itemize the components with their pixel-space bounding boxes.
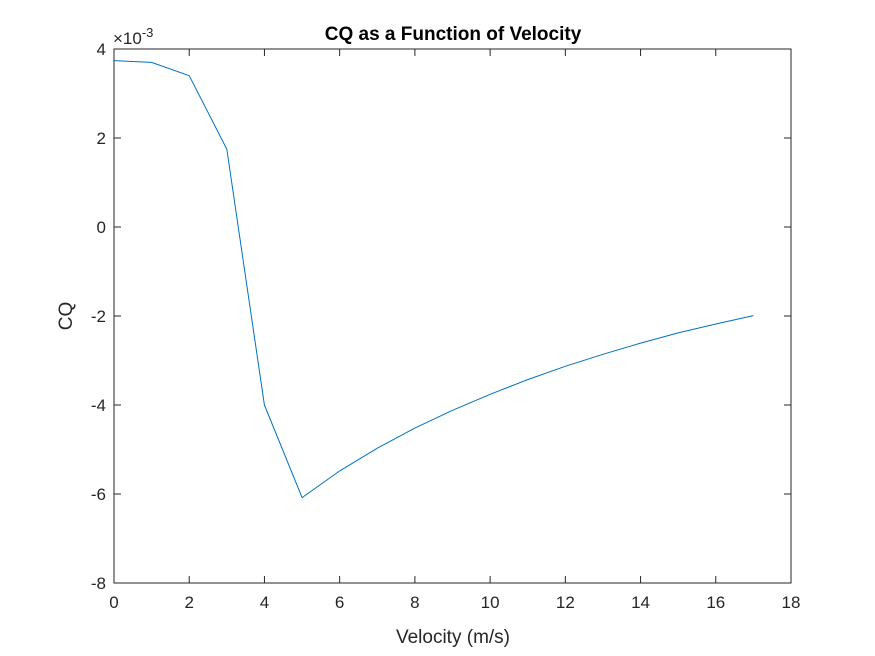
x-tick-label: 16 <box>706 593 725 612</box>
x-tick-label: 6 <box>335 593 344 612</box>
plot-area: 0 2 4 6 8 10 12 14 16 18 -8 -6 -4 -2 0 2 4 <box>91 40 801 612</box>
x-tick-label: 2 <box>184 593 193 612</box>
series-line <box>113 60 754 499</box>
y-exponent-multiplier: ×10 <box>113 29 142 48</box>
axes-box <box>113 48 792 584</box>
y-tick-label: 0 <box>97 218 106 237</box>
x-axis-label: Velocity (m/s) <box>396 627 510 648</box>
x-tick-label: 0 <box>109 593 118 612</box>
x-tick-label: 18 <box>782 593 801 612</box>
y-tick-label: -4 <box>91 396 106 415</box>
y-tick-label: -6 <box>91 485 106 504</box>
y-exponent-label: ×10-3 <box>113 25 153 48</box>
chart-title: CQ as a Function of Velocity <box>325 24 582 45</box>
x-tick-label: 12 <box>556 593 575 612</box>
x-tick-label: 14 <box>631 593 650 612</box>
y-axis-label: CQ <box>56 302 77 331</box>
x-tick-label: 4 <box>260 593 269 612</box>
y-tick-label: 2 <box>97 129 106 148</box>
y-tick-label: -8 <box>91 574 106 593</box>
y-tick-label: 4 <box>97 40 106 59</box>
x-tick-label: 10 <box>481 593 500 612</box>
x-tick-label: 8 <box>410 593 419 612</box>
y-tick-label: -2 <box>91 307 106 326</box>
y-exponent-power: -3 <box>142 25 154 40</box>
